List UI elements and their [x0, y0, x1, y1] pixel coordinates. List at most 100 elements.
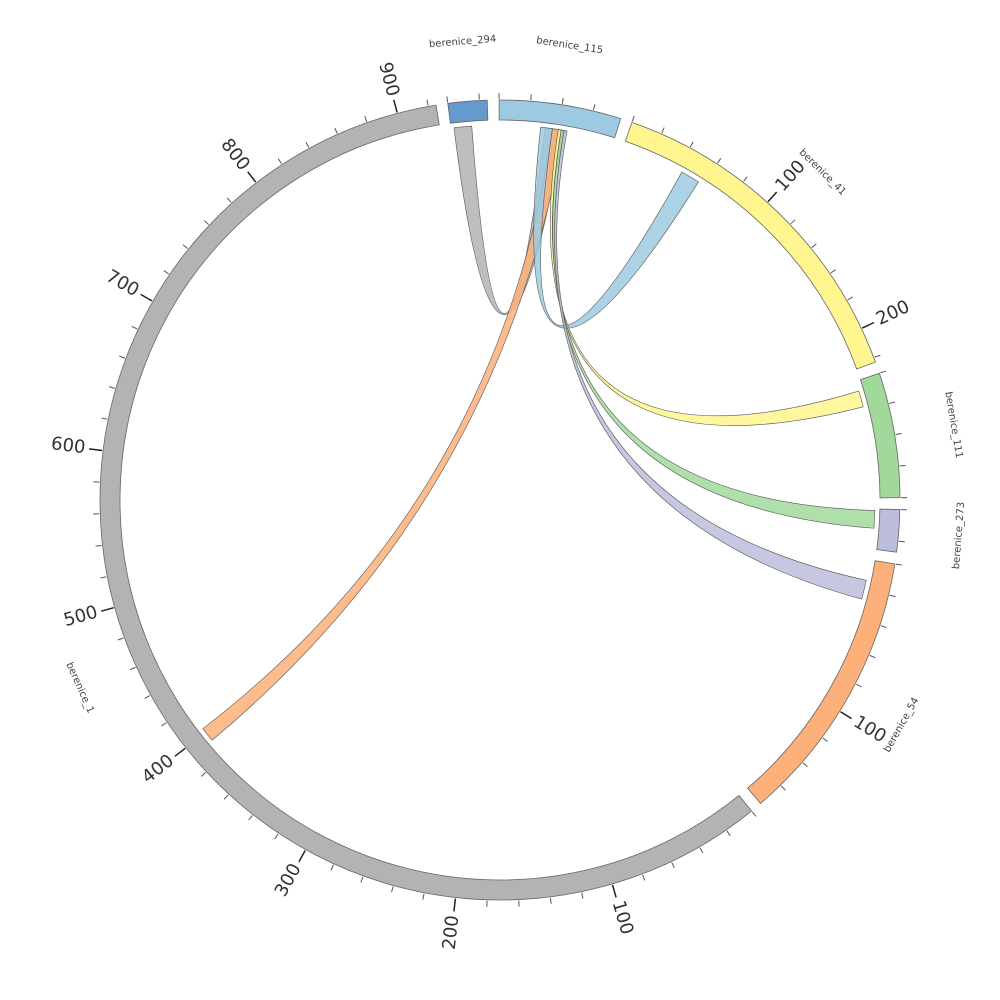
- major-tick: [453, 898, 457, 912]
- minor-tick: [581, 892, 584, 899]
- minor-tick: [780, 785, 786, 791]
- segment: [99, 104, 753, 901]
- minor-tick: [223, 794, 229, 800]
- major-tick: [174, 747, 186, 757]
- minor-tick: [330, 864, 334, 871]
- minor-tick: [144, 695, 151, 699]
- link: [552, 129, 876, 529]
- minor-tick: [119, 355, 126, 359]
- minor-tick: [717, 157, 722, 164]
- segment-label: berenice_115: [535, 35, 603, 56]
- minor-tick: [364, 115, 368, 122]
- major-tick: [840, 711, 852, 720]
- minor-tick: [592, 104, 596, 111]
- tick-label: 900: [374, 60, 403, 99]
- minor-tick: [226, 197, 232, 203]
- segment: [447, 99, 489, 124]
- minor-tick: [847, 296, 853, 301]
- segment-label: berenice_273: [951, 502, 967, 570]
- minor-tick: [699, 847, 704, 854]
- minor-tick: [446, 96, 449, 103]
- minor-tick: [751, 811, 757, 817]
- minor-tick: [360, 876, 364, 883]
- minor-tick: [95, 544, 102, 547]
- tick-label: 600: [50, 433, 87, 458]
- minor-tick: [426, 99, 429, 106]
- minor-tick: [895, 433, 902, 435]
- minor-tick: [671, 862, 675, 868]
- tick-label: 100: [850, 711, 890, 747]
- minor-tick: [248, 815, 253, 821]
- minor-tick: [274, 833, 279, 840]
- minor-tick: [277, 158, 282, 165]
- major-tick: [298, 850, 306, 863]
- major-tick: [861, 321, 875, 329]
- minor-tick: [811, 243, 817, 249]
- major-tick: [89, 448, 103, 452]
- minor-tick: [200, 772, 207, 777]
- minor-tick: [561, 97, 564, 104]
- minor-tick: [108, 386, 116, 389]
- minor-tick: [163, 270, 170, 275]
- segment: [876, 508, 901, 553]
- tick-label: 800: [216, 135, 254, 175]
- major-tick: [101, 606, 114, 612]
- segment: [624, 121, 876, 370]
- tick-label: 400: [138, 750, 178, 788]
- segment-label: berenice_54: [882, 696, 921, 755]
- minor-tick: [855, 683, 862, 688]
- minor-tick: [391, 886, 394, 893]
- minor-tick: [631, 115, 635, 122]
- segment-label: berenice_1: [63, 661, 95, 715]
- minor-tick: [661, 127, 665, 134]
- link: [550, 129, 864, 426]
- minor-tick: [830, 269, 836, 274]
- link: [533, 126, 699, 329]
- minor-tick: [880, 625, 887, 629]
- minor-tick: [726, 830, 731, 836]
- minor-tick: [874, 354, 881, 358]
- minor-tick: [161, 722, 167, 727]
- major-tick: [247, 171, 257, 183]
- minor-tick: [822, 737, 828, 742]
- segment-label: berenice_111: [942, 391, 964, 459]
- minor-tick: [182, 244, 189, 249]
- tick-label: 200: [873, 296, 913, 330]
- minor-tick: [131, 325, 138, 330]
- major-tick: [611, 884, 617, 898]
- segment-label: berenice_294: [429, 34, 497, 50]
- major-tick: [393, 99, 398, 113]
- minor-tick: [117, 637, 124, 641]
- link: [554, 130, 867, 600]
- minor-tick: [334, 127, 338, 134]
- major-tick: [767, 191, 778, 203]
- minor-tick: [305, 142, 310, 148]
- minor-tick: [898, 540, 905, 543]
- minor-tick: [869, 654, 876, 659]
- minor-tick: [743, 176, 748, 182]
- minor-tick: [889, 594, 896, 598]
- minor-tick: [889, 401, 896, 404]
- minor-tick: [790, 219, 796, 225]
- tick-label: 500: [61, 602, 100, 631]
- tick-label: 700: [102, 266, 142, 301]
- minor-tick: [203, 220, 209, 225]
- minor-tick: [549, 897, 552, 904]
- minor-tick: [422, 893, 425, 900]
- tick-label: 200: [439, 914, 464, 950]
- segment: [859, 372, 901, 499]
- minor-tick: [100, 576, 107, 579]
- minor-tick: [895, 563, 902, 566]
- minor-tick: [689, 141, 694, 148]
- minor-tick: [101, 417, 108, 420]
- minor-tick: [802, 762, 808, 768]
- minor-tick: [642, 874, 646, 881]
- segment: [498, 99, 622, 139]
- segment: [747, 560, 896, 804]
- tick-label: 300: [271, 860, 306, 900]
- major-tick: [140, 293, 153, 302]
- minor-tick: [880, 370, 887, 374]
- link: [202, 128, 565, 741]
